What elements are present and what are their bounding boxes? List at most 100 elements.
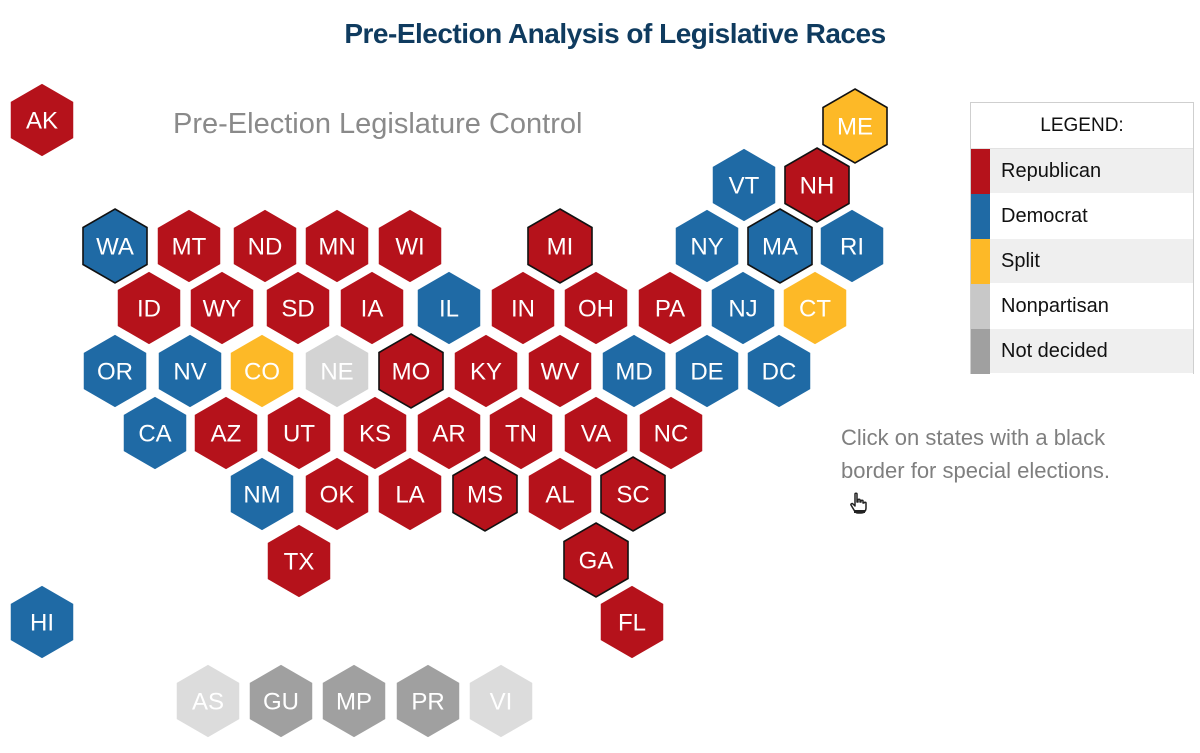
hex-shape bbox=[175, 663, 241, 739]
hex-label: MS bbox=[467, 482, 503, 509]
state-hex-la: LA bbox=[377, 456, 443, 532]
hex-label: GU bbox=[263, 689, 299, 716]
state-hex-ky: KY bbox=[453, 333, 519, 409]
page-title: Pre-Election Analysis of Legislative Rac… bbox=[344, 18, 886, 49]
legend-label: Not decided bbox=[1001, 339, 1108, 362]
hex-shape bbox=[122, 395, 188, 471]
hex-label: KY bbox=[470, 359, 502, 386]
hex-shape bbox=[156, 208, 222, 284]
state-hex-mn: MN bbox=[304, 208, 370, 284]
state-hex-ma[interactable]: MA bbox=[747, 208, 813, 284]
hex-shape bbox=[378, 333, 444, 409]
state-hex-wa[interactable]: WA bbox=[82, 208, 148, 284]
hex-shape bbox=[600, 456, 666, 532]
hex-shape bbox=[416, 395, 482, 471]
hex-shape bbox=[746, 333, 812, 409]
state-hex-nh[interactable]: NH bbox=[784, 147, 850, 223]
hex-shape bbox=[265, 270, 331, 346]
legend-item-not-decided: Not decided bbox=[971, 328, 1193, 374]
territory-hex-pr: PR bbox=[395, 663, 461, 739]
hex-shape bbox=[452, 456, 518, 532]
hex-shape bbox=[248, 663, 314, 739]
hex-shape bbox=[157, 333, 223, 409]
hex-label: VT bbox=[729, 173, 760, 200]
hex-shape bbox=[189, 270, 255, 346]
hex-shape bbox=[637, 270, 703, 346]
state-hex-ut: UT bbox=[266, 395, 332, 471]
hex-label: MD bbox=[615, 359, 652, 386]
hex-label: MT bbox=[172, 234, 207, 261]
hex-shape bbox=[527, 333, 593, 409]
state-hex-az: AZ bbox=[193, 395, 259, 471]
state-hex-ct: CT bbox=[782, 270, 848, 346]
map-subtitle: Pre-Election Legislature Control bbox=[173, 108, 583, 140]
hex-shape bbox=[488, 395, 554, 471]
state-hex-oh: OH bbox=[563, 270, 629, 346]
hex-label: TN bbox=[505, 421, 537, 448]
state-hex-wv: WV bbox=[527, 333, 593, 409]
state-hex-il: IL bbox=[416, 270, 482, 346]
state-hex-sd: SD bbox=[265, 270, 331, 346]
state-hex-dc: DC bbox=[746, 333, 812, 409]
state-hex-mo[interactable]: MO bbox=[378, 333, 444, 409]
hex-label: TX bbox=[284, 549, 315, 576]
hex-shape bbox=[229, 456, 295, 532]
state-hex-mi[interactable]: MI bbox=[527, 208, 593, 284]
hex-label: ID bbox=[137, 296, 161, 323]
hex-shape bbox=[416, 270, 482, 346]
hex-shape bbox=[710, 270, 776, 346]
state-hex-ks: KS bbox=[342, 395, 408, 471]
legend-title: LEGEND: bbox=[971, 103, 1193, 149]
state-hex-va: VA bbox=[563, 395, 629, 471]
legend-label: Split bbox=[1001, 249, 1040, 272]
state-hex-me[interactable]: ME bbox=[822, 88, 888, 164]
territory-hex-gu: GU bbox=[248, 663, 314, 739]
hex-label: OR bbox=[97, 359, 133, 386]
hex-label: WI bbox=[395, 234, 424, 261]
hex-label: MP bbox=[336, 689, 372, 716]
hex-shape bbox=[304, 333, 370, 409]
state-hex-wy: WY bbox=[189, 270, 255, 346]
hex-label: OH bbox=[578, 296, 614, 323]
state-hex-ri: RI bbox=[819, 208, 885, 284]
hex-shape bbox=[266, 523, 332, 599]
hex-shape bbox=[527, 208, 593, 284]
hex-shape bbox=[116, 270, 182, 346]
state-hex-ca: CA bbox=[122, 395, 188, 471]
state-hex-sc[interactable]: SC bbox=[600, 456, 666, 532]
hex-label: DE bbox=[690, 359, 723, 386]
hex-label: OK bbox=[320, 482, 355, 509]
state-hex-ny: NY bbox=[674, 208, 740, 284]
state-hex-ne: NE bbox=[304, 333, 370, 409]
state-hex-co: CO bbox=[229, 333, 295, 409]
hex-label: AL bbox=[545, 482, 574, 509]
state-hex-ga[interactable]: GA bbox=[563, 522, 629, 598]
state-hex-ms[interactable]: MS bbox=[452, 456, 518, 532]
legend-label: Nonpartisan bbox=[1001, 294, 1109, 317]
state-hex-nj: NJ bbox=[710, 270, 776, 346]
state-hex-in: IN bbox=[490, 270, 556, 346]
territory-hex-mp: MP bbox=[321, 663, 387, 739]
hex-label: AS bbox=[192, 689, 224, 716]
hex-label: AZ bbox=[211, 421, 242, 448]
hex-label: PA bbox=[655, 296, 685, 323]
hex-label: NY bbox=[690, 234, 723, 261]
state-hex-vt: VT bbox=[711, 147, 777, 223]
state-hex-id: ID bbox=[116, 270, 182, 346]
territory-hex-vi: VI bbox=[468, 663, 534, 739]
hex-shape bbox=[304, 456, 370, 532]
legend-swatch bbox=[971, 193, 990, 239]
state-hex-or: OR bbox=[82, 333, 148, 409]
hex-shape bbox=[193, 395, 259, 471]
hex-shape bbox=[342, 395, 408, 471]
hex-label: MO bbox=[392, 359, 431, 386]
hex-shape bbox=[563, 270, 629, 346]
hex-label: VI bbox=[490, 689, 513, 716]
hex-shape bbox=[563, 522, 629, 598]
hex-label: AK bbox=[26, 108, 58, 135]
hex-label: WA bbox=[96, 234, 134, 261]
hex-label: ND bbox=[248, 234, 283, 261]
hex-shape bbox=[819, 208, 885, 284]
legend-label: Democrat bbox=[1001, 204, 1088, 227]
hex-shape bbox=[229, 333, 295, 409]
